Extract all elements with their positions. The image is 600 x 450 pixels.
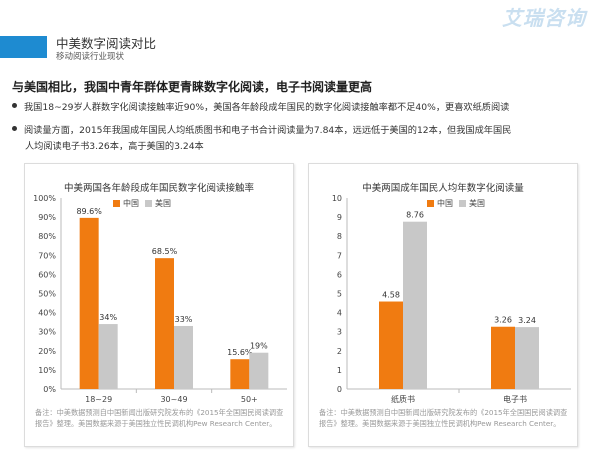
y-tick-label: 10	[332, 194, 342, 203]
legend-label-usa: 美国	[469, 199, 485, 208]
slide-header: 中美数字阅读对比 移动阅读行业现状 艾瑞咨询	[0, 0, 600, 70]
x-tick-label: 电子书	[503, 394, 527, 404]
data-label: 33%	[175, 315, 193, 324]
slide-subtitle: 移动阅读行业现状	[56, 52, 125, 62]
y-tick-label: 30%	[38, 328, 56, 337]
y-tick-label: 7	[337, 251, 342, 260]
data-label: 4.58	[382, 291, 400, 300]
chart-legend: 中国 美国	[107, 198, 171, 209]
y-tick-label: 10%	[38, 366, 56, 375]
bar-usa	[174, 325, 193, 389]
bullet-text: 我国18~29岁人群数字化阅读接触率近90%，美国各年龄段成年国民的数字化阅读接…	[24, 102, 510, 113]
chart-note: 备注：中美数据预测自中国新闻出版研究院发布的《2015年全国国民阅读调查报告》整…	[319, 408, 568, 428]
legend-label-china: 中国	[123, 199, 139, 208]
header-accent-bar	[0, 36, 47, 58]
data-label: 34%	[99, 313, 117, 322]
y-tick-label: 50%	[38, 290, 56, 299]
y-tick-label: 60%	[38, 270, 56, 279]
x-tick-label: 18~29	[85, 395, 112, 404]
bullet-text-continued: 人均阅读电子书3.26本，高于美国的3.24本	[25, 141, 204, 152]
y-tick-label: 80%	[38, 232, 56, 241]
data-label: 3.26	[494, 316, 512, 325]
chart-title: 中美两国成年国民人均年数字化阅读量	[362, 183, 524, 194]
y-tick-label: 8	[337, 232, 342, 241]
y-tick-label: 6	[337, 270, 342, 279]
legend-swatch-china	[427, 200, 434, 207]
y-tick-label: 3	[337, 328, 342, 337]
y-tick-label: 5	[337, 290, 342, 299]
y-tick-label: 90%	[38, 213, 56, 222]
legend-swatch-usa	[459, 200, 466, 207]
bullet-dot-icon	[12, 126, 17, 131]
chart-note: 备注：中美数据预测自中国新闻出版研究院发布的《2015年全国国民阅读调查报告》整…	[35, 408, 284, 428]
bullet-item-2: 阅读量方面，2015年我国成年国民人均纸质图书和电子书合计阅读量为7.84本，远…	[12, 123, 582, 155]
bar-usa	[403, 221, 427, 389]
x-tick-label: 30~49	[160, 395, 187, 404]
bar-usa	[515, 327, 539, 389]
bar-china	[79, 217, 99, 389]
bullet-dot-icon	[12, 103, 17, 108]
legend-label-usa: 美国	[155, 199, 171, 208]
y-tick-label: 4	[337, 309, 342, 318]
headline: 与美国相比，我国中青年群体更青睐数字化阅读，电子书阅读量更高	[12, 80, 373, 94]
legend-swatch-china	[113, 200, 120, 207]
bar-usa	[249, 352, 269, 389]
y-tick-label: 70%	[38, 251, 56, 260]
legend-label-china: 中国	[437, 199, 453, 208]
bar-china	[155, 258, 174, 389]
y-tick-label: 20%	[38, 347, 56, 356]
data-label: 3.24	[518, 316, 536, 325]
bar-china	[230, 359, 250, 389]
brand-watermark-logo: 艾瑞咨询	[502, 6, 586, 30]
chart-reading-volume-svg: 0 1 2 3 4 5 6 7 8 9 10 4.58 8.76 纸质书 3.26 3.24 电子书	[332, 194, 571, 404]
chart-reach-rate-svg: 0% 10% 20% 30% 40% 50% 60% 70% 80% 90% 100% 89.6% 34…	[33, 194, 287, 404]
x-tick-label: 纸质书	[391, 394, 415, 404]
data-label: 19%	[250, 342, 268, 351]
y-tick-label: 9	[337, 213, 342, 222]
chart-panel-reach-rate: 中美两国各年龄段成年国民数字化阅读接触率 中国 美国 0% 10% 20% 30% 40…	[24, 163, 294, 447]
chart-legend: 中国 美国	[421, 198, 485, 209]
x-tick-label: 50+	[241, 395, 258, 404]
legend-swatch-usa	[145, 200, 152, 207]
bar-china	[379, 301, 403, 389]
y-tick-label: 1	[337, 366, 342, 375]
y-tick-label: 40%	[38, 309, 56, 318]
slide-title: 中美数字阅读对比	[56, 36, 157, 51]
bar-usa	[98, 324, 118, 389]
bullet-text: 阅读量方面，2015年我国成年国民人均纸质图书和电子书合计阅读量为7.84本，远…	[24, 125, 512, 136]
data-label: 89.6%	[76, 207, 102, 216]
data-label: 15.6%	[227, 348, 253, 357]
y-tick-label: 100%	[33, 194, 56, 203]
y-tick-label: 0%	[43, 385, 56, 394]
data-label: 68.5%	[152, 247, 178, 256]
bullet-item-1: 我国18~29岁人群数字化阅读接触率近90%，美国各年龄段成年国民的数字化阅读接…	[12, 100, 582, 116]
chart-panel-reading-volume: 中美两国成年国民人均年数字化阅读量 中国 美国 0 1 2 3 4 5 6 7 8 9 10 4.58…	[308, 163, 578, 447]
data-label: 8.76	[406, 211, 424, 220]
y-tick-label: 0	[337, 385, 342, 394]
chart-title: 中美两国各年龄段成年国民数字化阅读接触率	[63, 183, 254, 194]
bar-china	[491, 326, 515, 389]
y-tick-label: 2	[337, 347, 342, 356]
